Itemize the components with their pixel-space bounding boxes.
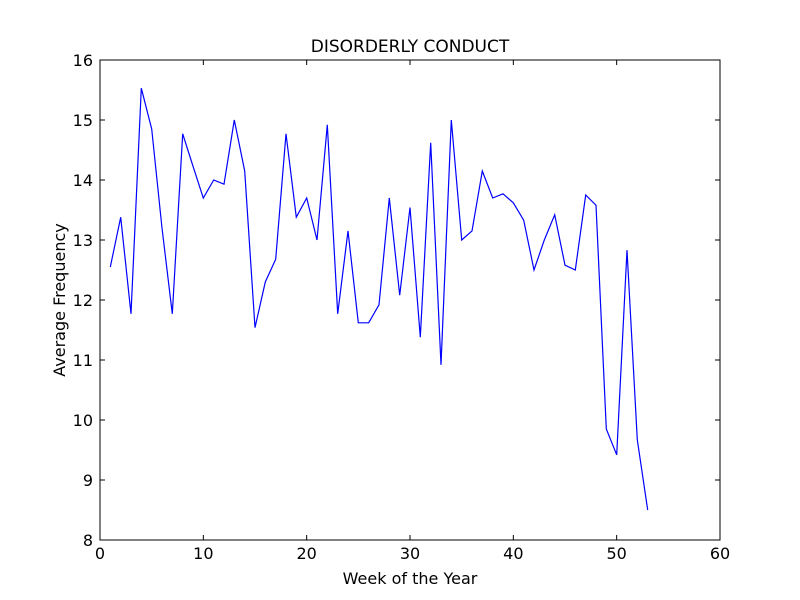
y-tick-label: 16 xyxy=(73,51,93,70)
chart-title: DISORDERLY CONDUCT xyxy=(311,37,510,57)
y-tick-label: 8 xyxy=(83,531,93,550)
y-tick-label: 9 xyxy=(83,471,93,490)
x-tick-label: 30 xyxy=(400,544,420,563)
x-tick-label: 40 xyxy=(503,544,523,563)
y-tick-label: 15 xyxy=(73,111,93,130)
y-axis-label: Average Frequency xyxy=(50,223,69,376)
series-line xyxy=(109,88,649,511)
y-tick-label: 10 xyxy=(73,411,93,430)
y-tick-label: 14 xyxy=(73,171,93,190)
y-tick-label: 13 xyxy=(73,231,93,250)
x-tick-label: 0 xyxy=(95,544,105,563)
y-tick-label: 12 xyxy=(73,291,93,310)
x-tick-label: 20 xyxy=(296,544,316,563)
x-tick-label: 60 xyxy=(710,544,730,563)
x-tick-label: 50 xyxy=(606,544,626,563)
plot-area: 0 10 20 30 40 50 60 8 9 10 11 12 13 14 15 16 xyxy=(73,51,731,563)
x-axis-label: Week of the Year xyxy=(343,569,478,588)
y-tick-label: 11 xyxy=(73,351,93,370)
x-tick-label: 10 xyxy=(193,544,213,563)
